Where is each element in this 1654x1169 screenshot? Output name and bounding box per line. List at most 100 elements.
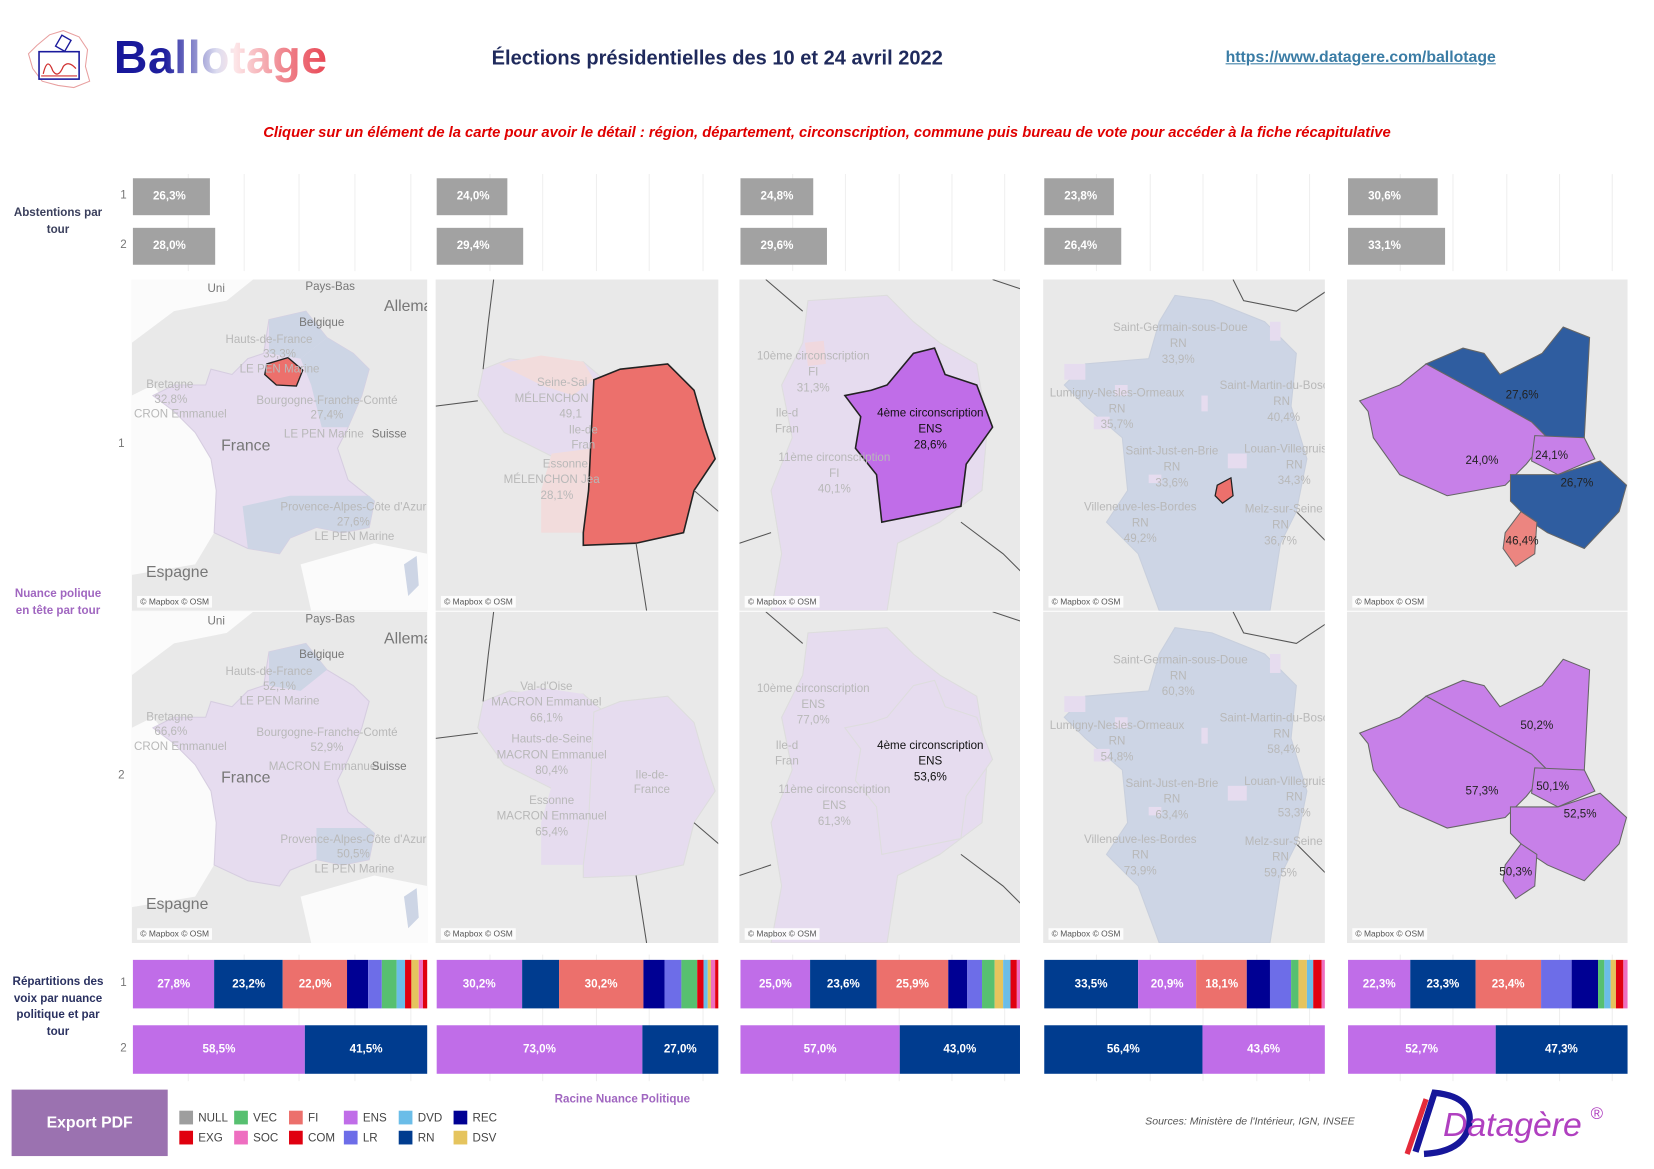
segment-rn[interactable]: 23,2%: [214, 959, 283, 1009]
abstention-bar-t2[interactable]: 29,4%: [436, 227, 523, 265]
legend-item-null[interactable]: NULL: [179, 1110, 228, 1125]
segment-vec[interactable]: [1290, 959, 1299, 1009]
abstention-bar-t1[interactable]: 24,8%: [740, 178, 814, 216]
map-tour-2[interactable]: Saint-Germain-sous-Doue RN 60,3% Lumigny-Ne…: [1043, 611, 1325, 943]
legend-item-com[interactable]: COM: [289, 1130, 335, 1145]
legend-item-soc[interactable]: SOC: [234, 1130, 278, 1145]
segment-lr[interactable]: [1540, 959, 1572, 1009]
segment-dvd[interactable]: [1003, 959, 1011, 1009]
map-canvas[interactable]: 10ème circonscription ENS 77,0% Ile-d Fran 11…: [739, 611, 1020, 943]
segment-dvd[interactable]: [396, 959, 406, 1009]
map-canvas[interactable]: Uni Pays-Bas Allema Belgique Hauts-de-France…: [131, 279, 428, 611]
segment-rec[interactable]: [1571, 959, 1598, 1009]
segment-com[interactable]: [1616, 959, 1624, 1009]
segment-rn[interactable]: 27,0%: [642, 1025, 719, 1074]
abstention-bar-t1[interactable]: 23,8%: [1044, 178, 1115, 216]
website-link[interactable]: https://www.datagere.com/ballotage: [1225, 48, 1496, 67]
map-canvas[interactable]: 10ème circonscription FI 31,3% Ile-d Fran 11è…: [739, 279, 1020, 611]
legend-item-lr[interactable]: LR: [343, 1130, 378, 1145]
segment-rec[interactable]: [1247, 959, 1270, 1009]
abstention-bar-t2[interactable]: 33,1%: [1348, 227, 1446, 265]
map-tour-1[interactable]: 10ème circonscription FI 31,3% Ile-d Fran 11è…: [739, 279, 1020, 611]
map-tour-2[interactable]: Val-d'Oise MACRON Emmanuel 66,1% Hauts-de-S…: [435, 611, 719, 943]
legend-item-dvd[interactable]: DVD: [398, 1110, 442, 1125]
segment-vec[interactable]: [982, 959, 995, 1009]
segment-com[interactable]: [1010, 959, 1018, 1009]
segment-lr[interactable]: [664, 959, 682, 1009]
segment-rn[interactable]: 47,3%: [1495, 1025, 1628, 1074]
segment-dsv[interactable]: [411, 959, 419, 1009]
segment-com[interactable]: [697, 959, 704, 1009]
segment-vec[interactable]: [681, 959, 698, 1009]
abstention-bar-t2[interactable]: 26,4%: [1044, 227, 1122, 265]
legend-item-dsv[interactable]: DSV: [453, 1130, 496, 1145]
segment-dsv[interactable]: [1298, 959, 1307, 1009]
segment-lr[interactable]: [966, 959, 983, 1009]
segment-soc[interactable]: [1321, 959, 1325, 1009]
segment-rn[interactable]: 43,0%: [899, 1025, 1020, 1074]
segment-rec[interactable]: [347, 959, 369, 1009]
segment-fi[interactable]: 25,9%: [876, 959, 949, 1009]
segment-exg[interactable]: [715, 959, 719, 1009]
segment-rn[interactable]: 23,6%: [810, 959, 877, 1009]
segment-lr[interactable]: [368, 959, 383, 1009]
segment-ens[interactable]: 27,8%: [132, 959, 215, 1009]
segment-fi[interactable]: 30,2%: [558, 959, 644, 1009]
segment-ens[interactable]: 25,0%: [740, 959, 811, 1009]
map-canvas[interactable]: Uni Pays-Bas Allema Belgique Hauts-de-France…: [131, 611, 428, 943]
segment-rn[interactable]: 41,5%: [305, 1025, 428, 1074]
segment-dvd[interactable]: [1604, 959, 1611, 1009]
segment-vec[interactable]: [382, 959, 397, 1009]
segment-rn[interactable]: 33,5%: [1044, 959, 1138, 1009]
map-canvas[interactable]: Saint-Germain-sous-Doue RN 60,3% Lumigny-Ne…: [1043, 611, 1325, 943]
segment-com[interactable]: [1312, 959, 1322, 1009]
segment-dsv[interactable]: [707, 959, 712, 1009]
map-tour-2[interactable]: 10ème circonscription ENS 77,0% Ile-d Fran 11…: [739, 611, 1020, 943]
segment-dsv[interactable]: [1610, 959, 1617, 1009]
abstention-bar-t1[interactable]: 26,3%: [132, 178, 211, 216]
segment-soc[interactable]: [418, 959, 424, 1009]
map-canvas[interactable]: Val-d'Oise MACRON Emmanuel 66,1% Hauts-de-S…: [435, 611, 719, 943]
export-pdf-button[interactable]: Export PDF: [11, 1089, 168, 1157]
segment-rn[interactable]: [521, 959, 559, 1009]
segment-rn[interactable]: 56,4%: [1044, 1025, 1203, 1074]
map-canvas[interactable]: Saint-Germain-sous-Doue RN 33,9% Lumigny-Ne…: [1043, 279, 1325, 611]
segment-ens[interactable]: 22,3%: [1348, 959, 1411, 1009]
segment-ens[interactable]: 43,6%: [1202, 1025, 1325, 1074]
segment-ens[interactable]: 58,5%: [132, 1025, 306, 1074]
map-tour-1[interactable]: 27,6% 24,0% 24,1% 26,7% 46,4% © Mapbox © OSM: [1346, 279, 1628, 611]
segment-lr[interactable]: [1269, 959, 1291, 1009]
legend-item-ens[interactable]: ENS: [343, 1110, 387, 1125]
segment-fi[interactable]: 23,4%: [1475, 959, 1541, 1009]
legend-item-rn[interactable]: RN: [398, 1130, 434, 1145]
map-tour-1[interactable]: Uni Pays-Bas Allema Belgique Hauts-de-France…: [131, 279, 428, 611]
segment-rec[interactable]: [643, 959, 665, 1009]
map-tour-2[interactable]: 50,2% 57,3% 50,1% 52,5% 50,3% © Mapbox © OSM: [1346, 611, 1628, 943]
abstention-bar-t2[interactable]: 28,0%: [132, 227, 215, 265]
segment-rec[interactable]: [948, 959, 967, 1009]
legend-item-fi[interactable]: FI: [289, 1110, 318, 1125]
segment-dsv[interactable]: [994, 959, 1004, 1009]
segment-fi[interactable]: 22,0%: [282, 959, 348, 1009]
segment-vec[interactable]: [1597, 959, 1605, 1009]
segment-ens[interactable]: 57,0%: [740, 1025, 900, 1074]
abstention-bar-t1[interactable]: 30,6%: [1348, 178, 1438, 216]
segment-soc[interactable]: [1623, 959, 1628, 1009]
legend-item-exg[interactable]: EXG: [179, 1130, 223, 1145]
segment-ens[interactable]: 30,2%: [436, 959, 522, 1009]
segment-soc[interactable]: [711, 959, 716, 1009]
abstention-bar-t1[interactable]: 24,0%: [436, 178, 508, 216]
legend-item-rec[interactable]: REC: [453, 1110, 497, 1125]
segment-exg[interactable]: [423, 959, 428, 1009]
map-tour-1[interactable]: Seine-Sai MÉLENCHON 49,1 Ile-de Fran Essonne M…: [435, 279, 719, 611]
map-tour-2[interactable]: Uni Pays-Bas Allema Belgique Hauts-de-France…: [131, 611, 428, 943]
map-tour-1[interactable]: Saint-Germain-sous-Doue RN 33,9% Lumigny-Ne…: [1043, 279, 1325, 611]
segment-dvd[interactable]: [703, 959, 708, 1009]
segment-dvd[interactable]: [1306, 959, 1313, 1009]
legend-item-vec[interactable]: VEC: [234, 1110, 277, 1125]
segment-ens[interactable]: 20,9%: [1137, 959, 1197, 1009]
segment-fi[interactable]: 18,1%: [1196, 959, 1248, 1009]
segment-rn[interactable]: 23,3%: [1410, 959, 1476, 1009]
segment-ens[interactable]: 73,0%: [436, 1025, 643, 1074]
